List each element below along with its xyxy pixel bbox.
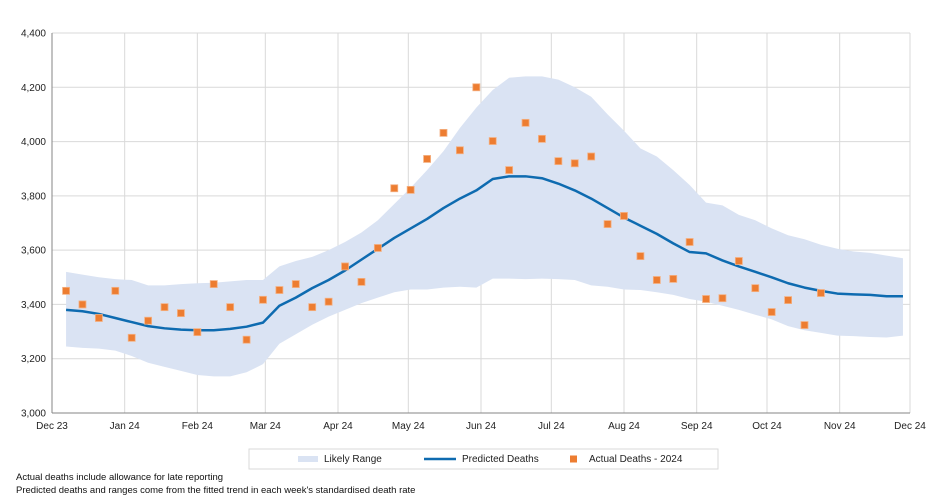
actual-deaths-point xyxy=(521,118,530,127)
legend: Likely Range Predicted Deaths Actual Death… xyxy=(248,448,719,470)
actual-deaths-point xyxy=(324,297,333,306)
likely-range-area xyxy=(66,76,903,377)
legend-label-actual: Actual Deaths - 2024 xyxy=(589,454,683,465)
y-tick-label: 4,400 xyxy=(21,29,46,40)
y-tick-label: 3,600 xyxy=(21,246,46,257)
actual-deaths-point xyxy=(587,152,596,161)
x-tick-label: Jan 24 xyxy=(110,421,140,432)
actual-deaths-point xyxy=(341,262,349,271)
actual-deaths-point xyxy=(127,333,136,342)
x-tick-label: Oct 24 xyxy=(752,421,782,432)
x-tick-label: Apr 24 xyxy=(323,421,353,432)
actual-deaths-points xyxy=(62,83,825,344)
deaths-chart: 3,000 3,200 3,400 3,600 3,800 4,000 4,200 4,400… xyxy=(21,29,926,470)
actual-deaths-point xyxy=(193,328,202,337)
actual-deaths-point xyxy=(784,296,792,304)
actual-deaths-point xyxy=(505,166,514,174)
x-tick-label: Aug 24 xyxy=(608,421,640,432)
footnotes: Actual deaths include allowance for late… xyxy=(16,471,415,497)
y-tick-label: 4,200 xyxy=(21,83,46,94)
actual-deaths-point xyxy=(308,303,317,312)
x-tick-label: May 24 xyxy=(392,421,425,432)
actual-deaths-point xyxy=(226,303,235,312)
legend-box xyxy=(248,448,719,470)
actual-deaths-point xyxy=(800,321,809,329)
actual-deaths-point xyxy=(456,146,464,155)
legend-label-likely-range: Likely Range xyxy=(324,454,382,465)
actual-deaths-point xyxy=(702,295,710,303)
actual-deaths-point xyxy=(439,128,448,137)
actual-deaths-point xyxy=(554,157,563,166)
actual-deaths-point xyxy=(209,280,218,288)
x-tick-label: Sep 24 xyxy=(681,421,713,432)
x-tick-label: Dec 24 xyxy=(894,421,926,432)
actual-deaths-point xyxy=(472,83,481,92)
footnote-predicted-method: Predicted deaths and ranges come from th… xyxy=(16,485,416,496)
x-tick-label: Dec 23 xyxy=(36,421,68,432)
actual-deaths-point xyxy=(94,314,103,322)
actual-deaths-point xyxy=(538,134,546,143)
legend-label-predicted: Predicted Deaths xyxy=(462,454,539,465)
actual-deaths-point xyxy=(636,252,645,261)
actual-deaths-point xyxy=(259,295,267,304)
x-tick-label: Jul 24 xyxy=(538,421,565,432)
actual-deaths-point xyxy=(669,275,678,283)
actual-deaths-point xyxy=(406,185,415,194)
actual-deaths-point xyxy=(734,257,743,265)
actual-deaths-point xyxy=(357,277,366,286)
actual-deaths-point xyxy=(685,238,694,246)
actual-deaths-point xyxy=(570,159,579,168)
actual-deaths-point xyxy=(177,309,185,318)
y-tick-label: 3,400 xyxy=(21,300,46,311)
predicted-deaths-line xyxy=(65,175,903,332)
legend-swatch-likely-range xyxy=(298,456,318,462)
actual-deaths-point xyxy=(652,276,661,284)
actual-deaths-point xyxy=(718,294,727,303)
x-tick-label: Jun 24 xyxy=(466,421,496,432)
axes: 3,000 3,200 3,400 3,600 3,800 4,000 4,200 4,400… xyxy=(21,29,926,433)
actual-deaths-point xyxy=(160,303,169,312)
actual-deaths-point xyxy=(242,335,251,344)
actual-deaths-point xyxy=(62,286,70,295)
actual-deaths-point xyxy=(144,316,153,325)
footnote-late-reporting: Actual deaths include allowance for late… xyxy=(16,472,224,483)
actual-deaths-point xyxy=(620,212,628,220)
y-tick-label: 3,000 xyxy=(21,409,46,420)
actual-deaths-point xyxy=(275,286,284,294)
actual-deaths-point xyxy=(488,137,497,145)
actual-deaths-point xyxy=(111,286,120,295)
actual-deaths-point xyxy=(373,244,382,252)
actual-deaths-point xyxy=(817,289,825,297)
actual-deaths-point xyxy=(751,284,760,293)
actual-deaths-point xyxy=(767,308,776,316)
actual-deaths-point xyxy=(78,300,87,309)
y-tick-label: 3,800 xyxy=(21,191,46,202)
actual-deaths-point xyxy=(390,184,399,193)
actual-deaths-point xyxy=(603,220,612,228)
x-tick-label: Mar 24 xyxy=(250,421,282,432)
likely-range-band xyxy=(66,76,903,377)
legend-swatch-actual xyxy=(570,455,577,463)
predicted-deaths-path xyxy=(65,175,903,332)
actual-deaths-point xyxy=(423,155,431,163)
x-tick-label: Nov 24 xyxy=(824,421,856,432)
actual-deaths-point xyxy=(291,280,300,288)
x-tick-label: Feb 24 xyxy=(182,421,214,432)
y-tick-label: 3,200 xyxy=(21,354,46,365)
y-tick-label: 4,000 xyxy=(21,137,46,148)
